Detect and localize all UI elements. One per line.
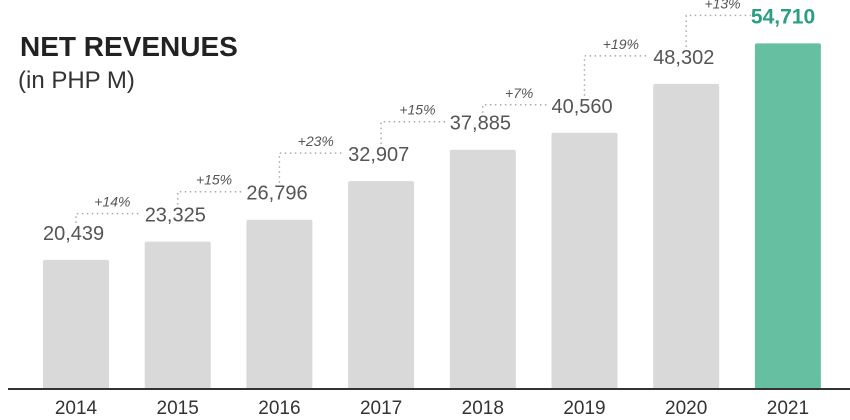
growth-connector-2016 <box>176 190 243 205</box>
x-tick-2020: 2020 <box>665 398 707 419</box>
chart-subtitle: (in PHP M) <box>18 67 135 94</box>
x-tick-2016: 2016 <box>258 398 300 419</box>
value-label-2018: 37,885 <box>450 113 511 135</box>
x-tick-2018: 2018 <box>462 398 504 419</box>
x-tick-2021: 2021 <box>767 398 809 419</box>
value-label-2019: 40,560 <box>552 96 613 118</box>
bar-2020 <box>653 83 720 389</box>
growth-label-2020: +19% <box>603 36 639 52</box>
growth-label-2018: +15% <box>399 102 435 118</box>
value-label-2021: 54,710 <box>751 5 815 28</box>
value-label-2020: 48,302 <box>653 47 714 69</box>
growth-label-2016: +15% <box>196 172 232 188</box>
growth-connector-2019 <box>482 104 548 113</box>
bar-2015 <box>144 241 211 389</box>
growth-connector-2020 <box>583 55 650 96</box>
growth-connector-2017 <box>278 152 345 183</box>
bar-2014 <box>43 259 109 389</box>
bar-2016 <box>246 219 313 389</box>
x-tick-2015: 2015 <box>157 398 199 419</box>
bar-2017 <box>348 181 415 389</box>
growth-connector-2021 <box>685 14 751 47</box>
growth-connector-2015 <box>75 212 141 223</box>
value-label-2015: 23,325 <box>145 205 206 227</box>
growth-label-2021: +13% <box>704 0 740 11</box>
growth-label-2017: +23% <box>298 133 334 149</box>
growth-label-2019: +7% <box>505 85 533 101</box>
bars-group <box>43 43 821 390</box>
growth-connectors-group <box>75 14 751 223</box>
bar-2019 <box>551 132 618 389</box>
value-label-2017: 32,907 <box>348 144 409 166</box>
bar-2021 <box>754 43 821 390</box>
growth-label-2015: +14% <box>94 194 130 210</box>
chart-title: NET REVENUES <box>20 31 238 62</box>
value-label-2014: 20,439 <box>43 223 104 245</box>
value-label-2016: 26,796 <box>246 183 307 205</box>
x-tick-2019: 2019 <box>563 398 605 419</box>
growth-connector-2018 <box>380 120 446 145</box>
x-tick-2014: 2014 <box>55 398 98 419</box>
bar-2018 <box>449 149 516 389</box>
labels-group: 20,439 2014 23,325 2015 26,796 2016 32,907 2017… <box>43 0 815 419</box>
x-tick-2017: 2017 <box>360 398 402 419</box>
